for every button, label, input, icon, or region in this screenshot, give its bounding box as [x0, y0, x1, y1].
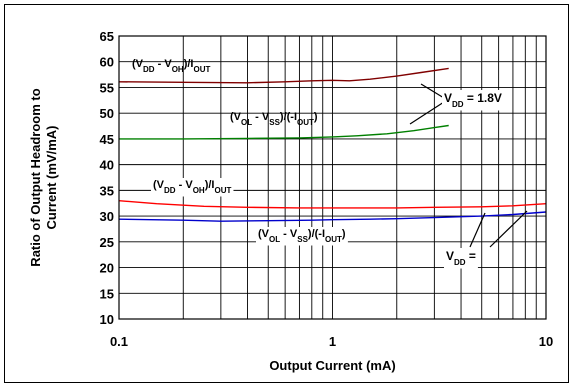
annotation-background	[444, 248, 478, 269]
annotation-background	[442, 90, 504, 111]
tick-labels: 10 15 20 25 30 35 40 45 50 55 60 65 0.1 1 10	[100, 29, 554, 349]
annotation-vdd-1v8: VDD = 1.8V	[442, 90, 504, 111]
y-axis-title-line: Ratio of Output Headroom to	[28, 88, 43, 266]
annotation-text: (VDD - VOH)/IOUT	[153, 179, 231, 195]
y-axis-title: Ratio of Output Headroom toCurrent (mV/m…	[28, 88, 59, 266]
annotation-pointer	[420, 83, 445, 99]
x-tick-label: 1	[329, 334, 336, 349]
series-line	[118, 211, 547, 222]
y-tick-label: 60	[100, 55, 114, 70]
series-line	[118, 200, 547, 209]
y-tick-label: 15	[100, 286, 114, 301]
grid	[118, 35, 546, 320]
x-axis-title: Output Current (mA)	[269, 358, 395, 373]
series-lines	[118, 67, 547, 222]
annotation-text: VDD = 1.8V	[444, 91, 502, 109]
annotation-text: (VDD - VOH)/IOUT	[132, 58, 210, 74]
annotation-pointer	[489, 210, 528, 248]
annotation-bottom-vol-vss: (VOL - VSS)/(-IOUT)	[256, 227, 348, 246]
annotation-text: VDD =	[446, 249, 476, 267]
y-tick-label: 20	[100, 261, 114, 276]
y-axis-title-line: Current (mV/mA)	[44, 125, 59, 229]
series-line	[118, 67, 449, 84]
series-line	[119, 124, 449, 140]
annotation-background	[256, 227, 348, 246]
annotation-background	[151, 178, 234, 197]
annotation-text: (VOL - VSS)/(-IOUT)	[230, 111, 318, 127]
annotation-pointer	[409, 101, 445, 125]
annotation-top-vol-vss: (VOL - VSS)/(-IOUT)	[230, 111, 318, 127]
annotation-bottom-vdd-voh: (VDD - VOH)/IOUT	[151, 178, 234, 197]
x-tick-label: 0.1	[110, 334, 128, 349]
y-tick-label: 25	[100, 235, 114, 250]
annotation-top-vdd-voh: (VDD - VOH)/IOUT	[132, 58, 210, 74]
y-tick-label: 65	[100, 29, 114, 44]
x-tick-label: 10	[539, 334, 553, 349]
y-tick-label: 40	[100, 158, 114, 173]
annotation-vdd-second: VDD =	[444, 248, 478, 269]
y-tick-label: 55	[100, 80, 114, 95]
y-tick-label: 45	[100, 132, 114, 147]
y-tick-label: 30	[100, 209, 114, 224]
y-tick-label: 35	[100, 183, 114, 198]
y-tick-label: 50	[100, 106, 114, 121]
annotations: (VDD - VOH)/IOUT (VOL - VSS)/(-IOUT) VDD =…	[132, 58, 528, 269]
annotation-text: (VOL - VSS)/(-IOUT)	[258, 228, 346, 244]
plot-area	[118, 35, 547, 320]
chart-frame	[4, 4, 569, 383]
annotation-pointer	[469, 212, 486, 248]
y-tick-label: 10	[100, 312, 114, 327]
